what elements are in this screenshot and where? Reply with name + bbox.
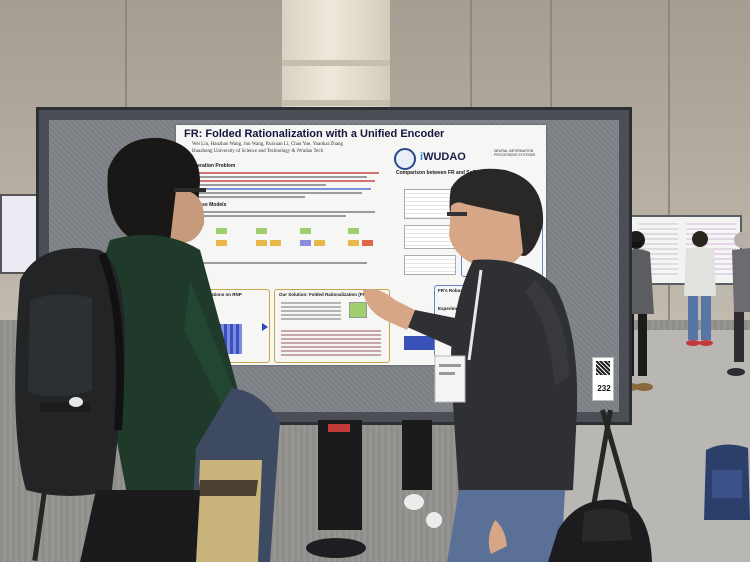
arrow-icon [262,323,268,331]
poster-title: FR: Folded Rationalization with a Unifie… [184,128,445,140]
poster-right-column: Comparison between FR and SoTA [396,170,479,176]
attendee-legs-behind-board [306,420,442,558]
results-table [404,225,456,249]
results-table [404,255,456,275]
section-heading: Degeneration Problem [182,163,236,169]
model-diagrams [182,220,387,258]
iwudao-logo: iWUDAO [420,151,466,163]
wall-seam [668,0,670,330]
presenter-in-hoodie [363,168,578,562]
background-attendees [620,231,750,391]
backpack-on-floor-center [548,499,652,562]
solution-box: Our Solution: Folded Rationalization (FR… [274,289,390,363]
poster-authors: Wei Liu, Haozhao Wang, Jun Wang, Ruixuan… [192,142,343,147]
research-poster: FR: Folded Rationalization with a Unifie… [176,125,546,365]
pillar-band [282,100,390,106]
poster-affiliation: Huazhong University of Science and Techn… [192,149,324,154]
poster-left-column: Degeneration Problem Two-phase Models [182,163,387,363]
booth-number: 232 [597,384,611,393]
university-seal-logo [394,148,416,170]
solution-tag [404,336,434,350]
section-heading: Two-phase Models [182,202,227,208]
background-poster-left [0,194,38,274]
neurips-logo: NEURAL INFORMATION PROCESSING SYSTEMS [494,149,536,157]
qr-code-icon [596,361,610,375]
attendee-left-with-backpack [15,137,280,562]
backpack-on-floor [704,444,750,520]
pillar-band [282,60,390,66]
booth-number-card: 232 [592,357,614,401]
